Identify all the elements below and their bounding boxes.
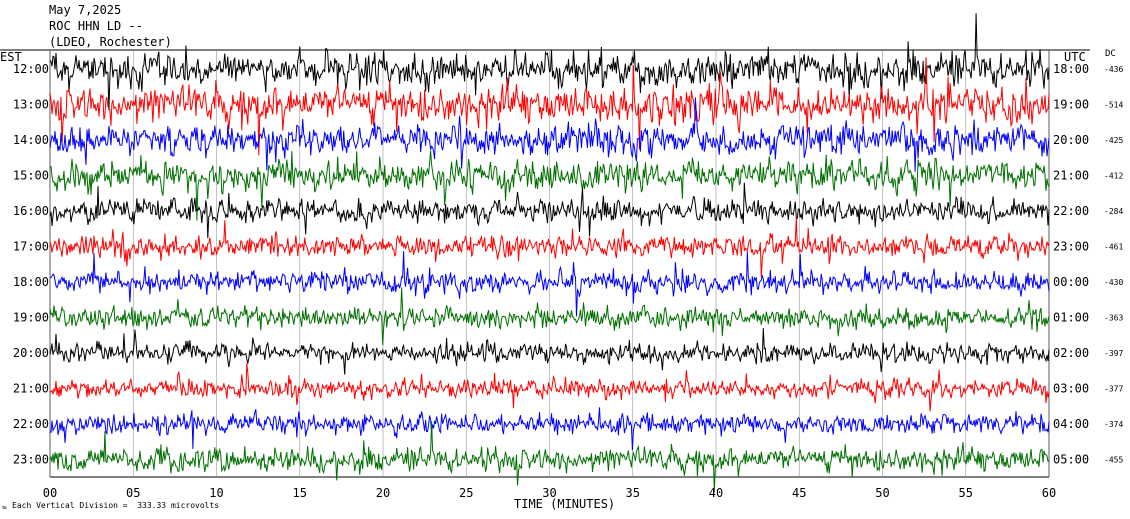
trace-line: [49, 57, 1050, 156]
trace-line: [49, 150, 1050, 221]
utc-time-label: 23:00: [1053, 240, 1089, 254]
dc-offset-label: -436: [1104, 65, 1123, 74]
utc-time-label: 00:00: [1053, 275, 1089, 289]
trace-line: [49, 421, 1050, 493]
header-date: May 7,2025: [49, 3, 122, 17]
x-tick-label: 60: [1042, 486, 1056, 500]
trace-line: [49, 182, 1050, 239]
dc-offset-label: -412: [1104, 172, 1123, 181]
x-tick-label: 20: [376, 486, 390, 500]
utc-time-label: 21:00: [1053, 169, 1089, 183]
x-tick-label: 40: [709, 486, 723, 500]
utc-time-label: 01:00: [1053, 311, 1089, 325]
est-time-label: 13:00: [13, 98, 49, 112]
est-time-label: 18:00: [13, 275, 49, 289]
grid: [0, 49, 1090, 478]
trace-line: [49, 407, 1050, 451]
x-axis-title: TIME (MINUTES): [514, 497, 616, 511]
est-time-label: 14:00: [13, 133, 49, 147]
utc-time-label: 20:00: [1053, 133, 1089, 147]
dc-offset-label: -455: [1104, 456, 1123, 465]
dc-offset-label: -284: [1104, 207, 1123, 216]
est-time-label: 19:00: [13, 311, 49, 325]
trace-line: [49, 287, 1050, 346]
trace-line: [49, 217, 1050, 278]
scale-note: Each Vertical Division = 333.33 microvol…: [12, 501, 220, 510]
dc-offset-label: -377: [1104, 385, 1123, 394]
utc-time-label: 19:00: [1053, 98, 1089, 112]
utc-time-label: 04:00: [1053, 417, 1089, 431]
est-time-label: 12:00: [13, 62, 49, 76]
utc-axis-title: UTC: [1064, 50, 1086, 64]
utc-time-label: 03:00: [1053, 382, 1089, 396]
x-tick-label: 35: [626, 486, 640, 500]
trace-line: [49, 251, 1050, 317]
dc-column-title: DC: [1105, 49, 1116, 59]
utc-time-label: 18:00: [1053, 62, 1089, 76]
est-time-label: 15:00: [13, 169, 49, 183]
utc-time-label: 05:00: [1053, 453, 1089, 467]
dc-offset-label: -363: [1104, 314, 1123, 323]
trace-line: [49, 328, 1050, 375]
trace-line: [49, 97, 1050, 172]
header-location: (LDEO, Rochester): [49, 35, 172, 49]
est-time-label: 16:00: [13, 204, 49, 218]
dc-offset-label: -514: [1104, 101, 1123, 110]
dc-offset-label: -374: [1104, 420, 1123, 429]
x-tick-label: 10: [209, 486, 223, 500]
corner-mark: ≈: [2, 503, 7, 512]
utc-time-label: 02:00: [1053, 346, 1089, 360]
labels: 00 05 10 15 20 25 30 35 40 45 50 55 60 12:00 18:00 -436…: [13, 62, 1124, 500]
est-time-label: 23:00: [13, 453, 49, 467]
dc-offset-label: -430: [1104, 278, 1123, 287]
x-tick-label: 55: [959, 486, 973, 500]
x-tick-label: 30: [542, 486, 556, 500]
traces: [49, 13, 1050, 493]
est-time-label: 17:00: [13, 240, 49, 254]
trace-line: [49, 13, 1050, 111]
x-tick-label: 50: [875, 486, 889, 500]
x-tick-label: 25: [459, 486, 473, 500]
utc-time-label: 22:00: [1053, 204, 1089, 218]
est-axis-title: EST: [0, 50, 22, 64]
dc-offset-label: -425: [1104, 136, 1123, 145]
header-station: ROC HHN LD --: [49, 19, 143, 33]
est-time-label: 20:00: [13, 346, 49, 360]
dc-offset-label: -461: [1104, 243, 1123, 252]
x-tick-label: 45: [792, 486, 806, 500]
x-tick-label: 00: [43, 486, 57, 500]
x-tick-label: 15: [293, 486, 307, 500]
x-tick-label: 05: [126, 486, 140, 500]
est-time-label: 22:00: [13, 417, 49, 431]
est-time-label: 21:00: [13, 382, 49, 396]
dc-offset-label: -397: [1104, 349, 1123, 358]
trace-line: [49, 363, 1050, 412]
